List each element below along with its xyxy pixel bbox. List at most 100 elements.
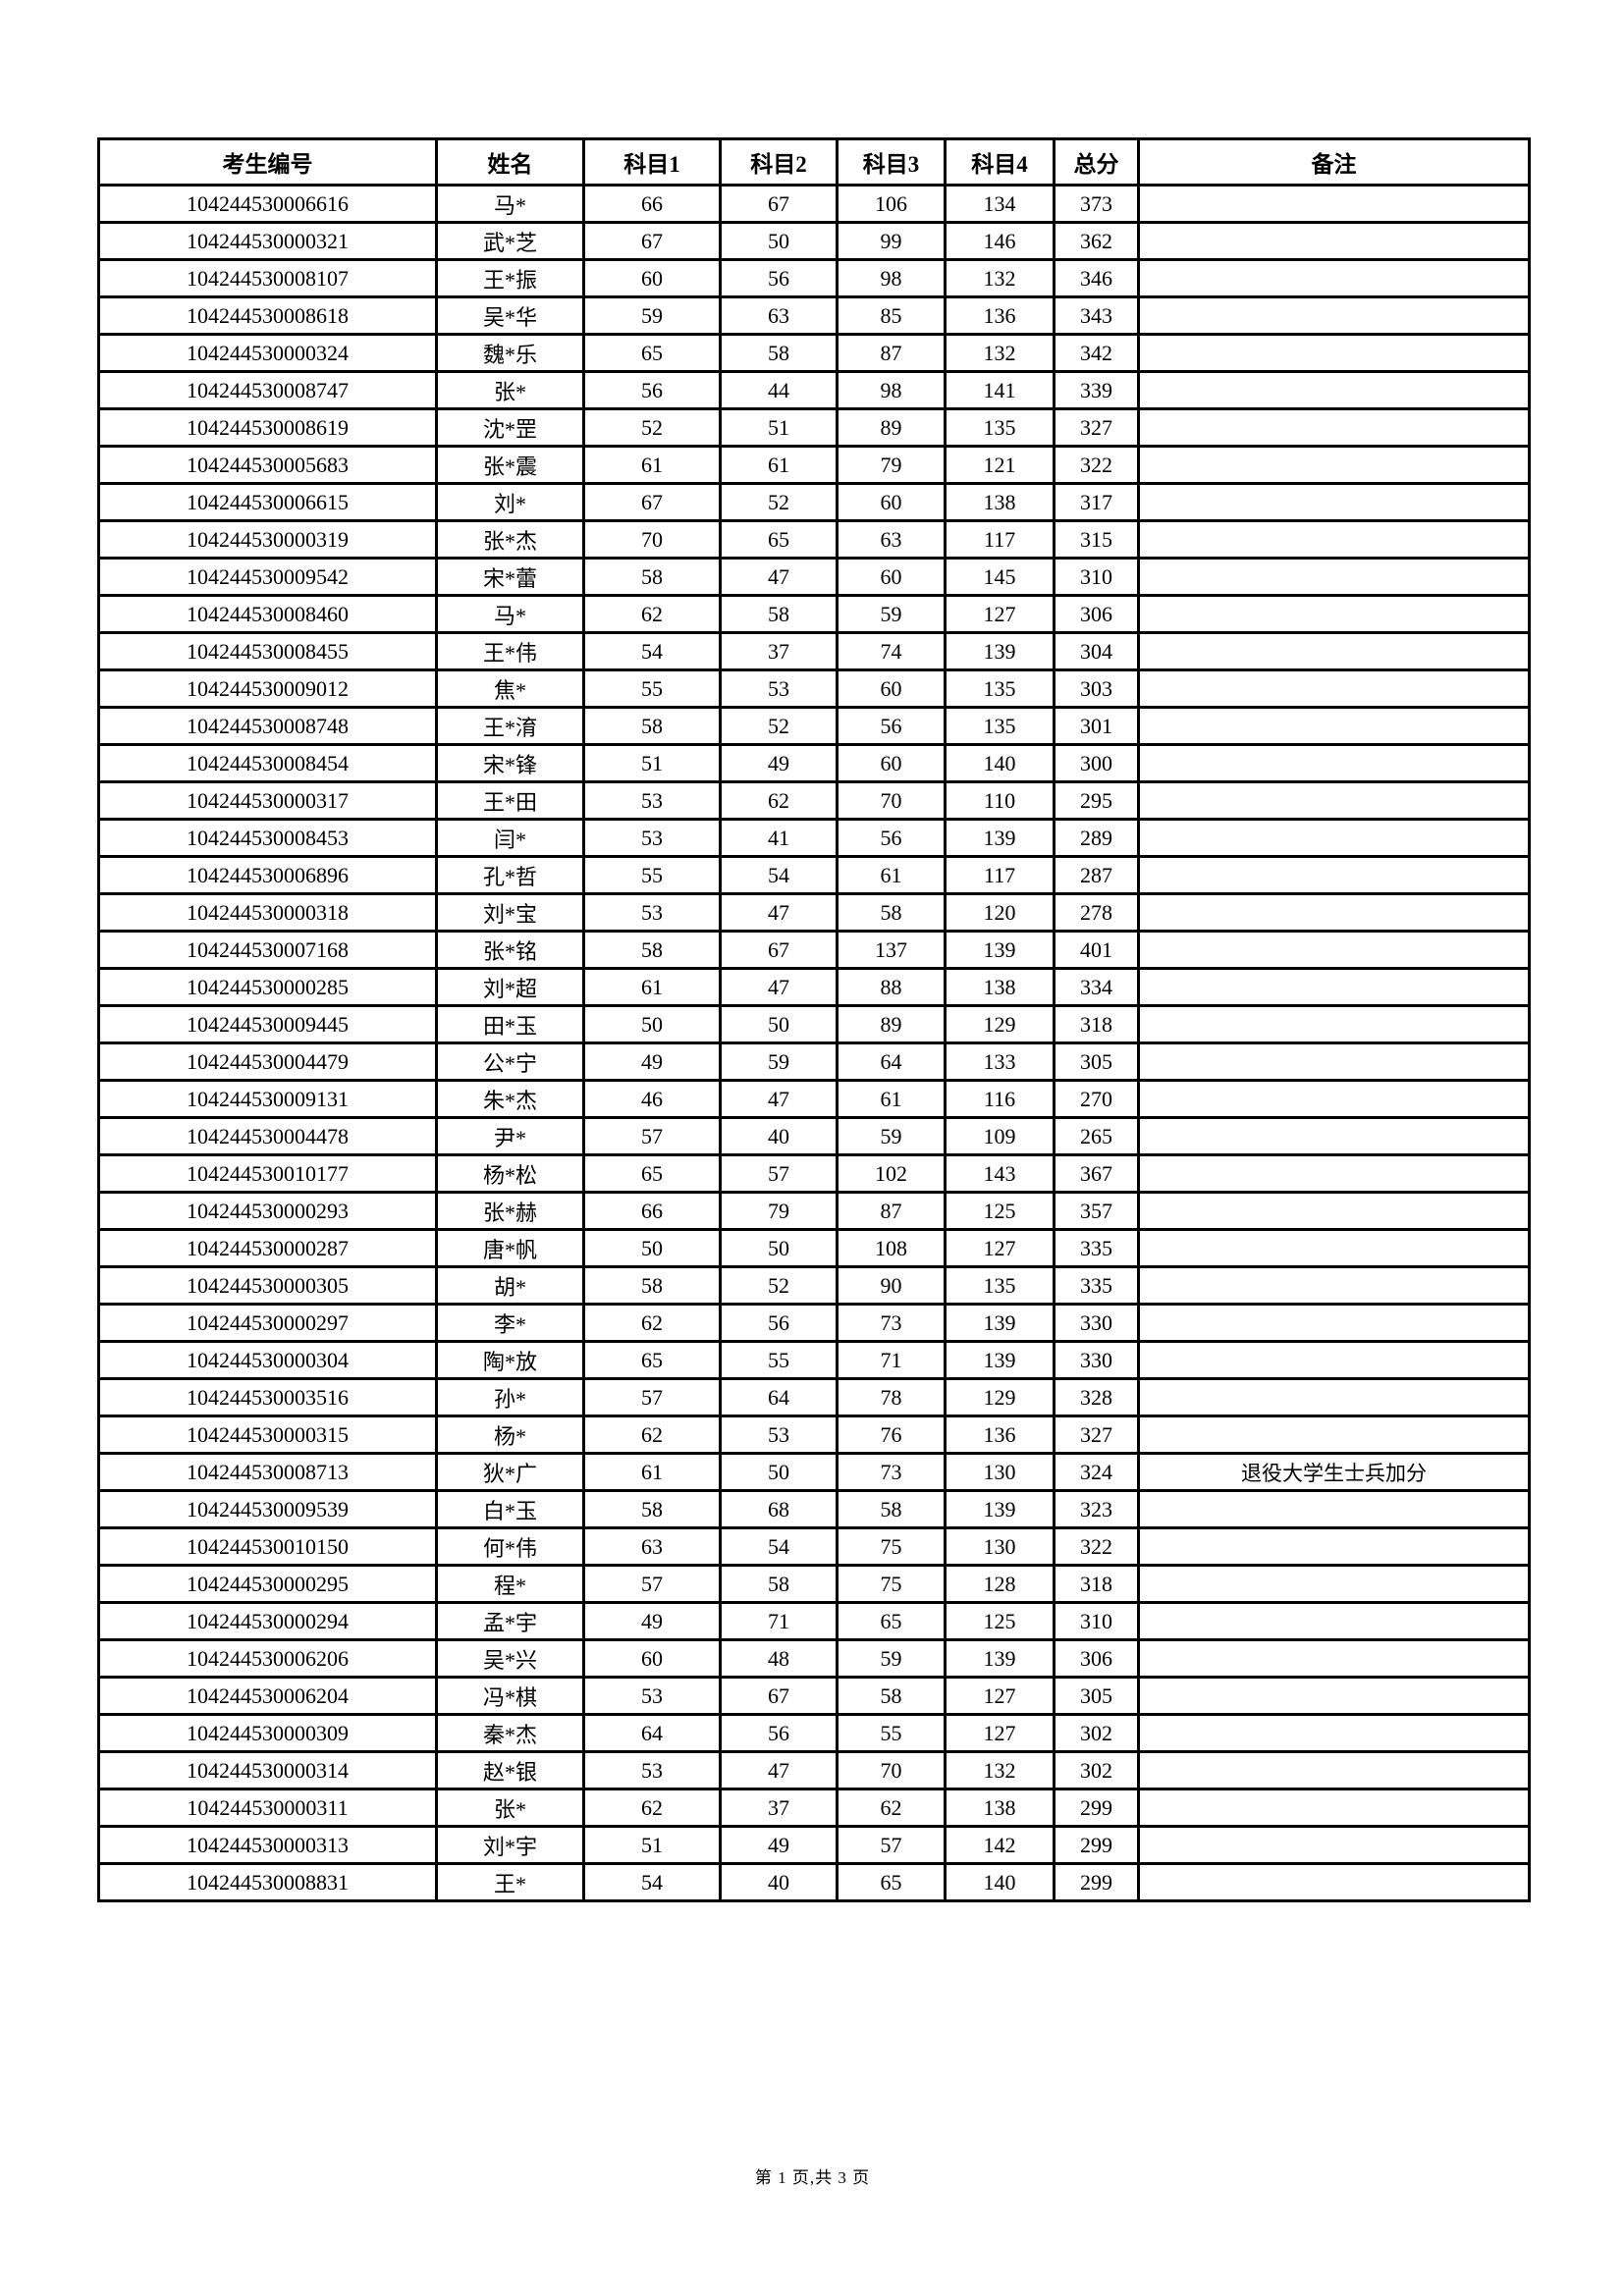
score-table: 考生编号 姓名 科目1 科目2 科目3 科目4 总分 备注 1042445300… bbox=[97, 137, 1531, 1902]
subject1-cell: 61 bbox=[582, 445, 722, 485]
name-cell: 刘*超 bbox=[435, 967, 585, 1007]
subject2-cell: 53 bbox=[719, 1415, 839, 1455]
subject4-cell: 139 bbox=[944, 930, 1056, 970]
subject1-cell: 51 bbox=[582, 1825, 722, 1865]
subject4-cell: 128 bbox=[944, 1564, 1056, 1604]
note-cell bbox=[1137, 519, 1531, 560]
note-cell bbox=[1137, 930, 1531, 970]
subject3-cell: 70 bbox=[836, 780, 947, 821]
subject1-cell: 58 bbox=[582, 557, 722, 597]
subject1-cell: 54 bbox=[582, 1862, 722, 1902]
candidate-id-cell: 104244530000313 bbox=[97, 1825, 438, 1865]
total-cell: 305 bbox=[1053, 1676, 1140, 1716]
candidate-id-cell: 104244530000295 bbox=[97, 1564, 438, 1604]
table-row: 104244530000304 陶*放 65 55 71 139 330 bbox=[97, 1340, 1531, 1380]
table-row: 104244530008713 狄*广 61 50 73 130 324 退役大学生士兵加分 bbox=[97, 1452, 1531, 1492]
subject1-cell: 66 bbox=[582, 184, 722, 224]
subject4-cell: 129 bbox=[944, 1377, 1056, 1417]
table-row: 104244530000315 杨* 62 53 76 136 327 bbox=[97, 1415, 1531, 1455]
total-cell: 302 bbox=[1053, 1750, 1140, 1790]
subject3-cell: 87 bbox=[836, 333, 947, 373]
subject4-cell: 138 bbox=[944, 1788, 1056, 1828]
subject3-cell: 58 bbox=[836, 1489, 947, 1529]
total-cell: 322 bbox=[1053, 1526, 1140, 1567]
table-row: 104244530008454 宋*锋 51 49 60 140 300 bbox=[97, 743, 1531, 783]
subject2-cell: 50 bbox=[719, 1452, 839, 1492]
subject1-cell: 61 bbox=[582, 1452, 722, 1492]
subject1-cell: 55 bbox=[582, 668, 722, 709]
subject1-cell: 49 bbox=[582, 1041, 722, 1082]
candidate-id-cell: 104244530000315 bbox=[97, 1415, 438, 1455]
subject4-cell: 139 bbox=[944, 1303, 1056, 1343]
note-cell bbox=[1137, 295, 1531, 336]
total-cell: 327 bbox=[1053, 407, 1140, 448]
candidate-id-cell: 104244530000324 bbox=[97, 333, 438, 373]
name-cell: 沈*罡 bbox=[435, 407, 585, 448]
table-row: 104244530000285 刘*超 61 47 88 138 334 bbox=[97, 967, 1531, 1007]
note-cell bbox=[1137, 743, 1531, 783]
subject2-cell: 65 bbox=[719, 519, 839, 560]
subject4-cell: 136 bbox=[944, 295, 1056, 336]
subject3-cell: 60 bbox=[836, 482, 947, 522]
subject4-cell: 109 bbox=[944, 1116, 1056, 1156]
subject1-cell: 62 bbox=[582, 1303, 722, 1343]
total-cell: 302 bbox=[1053, 1713, 1140, 1753]
name-cell: 马* bbox=[435, 184, 585, 224]
table-row: 104244530000309 秦*杰 64 56 55 127 302 bbox=[97, 1713, 1531, 1753]
subject3-cell: 106 bbox=[836, 184, 947, 224]
note-cell bbox=[1137, 221, 1531, 261]
subject4-cell: 130 bbox=[944, 1526, 1056, 1567]
note-cell bbox=[1137, 445, 1531, 485]
subject4-cell: 139 bbox=[944, 1638, 1056, 1679]
subject2-cell: 64 bbox=[719, 1377, 839, 1417]
candidate-id-cell: 104244530008107 bbox=[97, 258, 438, 298]
total-cell: 299 bbox=[1053, 1825, 1140, 1865]
subject3-cell: 59 bbox=[836, 1638, 947, 1679]
note-cell bbox=[1137, 333, 1531, 373]
subject3-cell: 108 bbox=[836, 1228, 947, 1268]
subject2-cell: 63 bbox=[719, 295, 839, 336]
subject4-cell: 135 bbox=[944, 668, 1056, 709]
candidate-id-cell: 104244530008453 bbox=[97, 818, 438, 858]
candidate-id-cell: 104244530010177 bbox=[97, 1153, 438, 1194]
subject2-cell: 57 bbox=[719, 1153, 839, 1194]
subject2-cell: 52 bbox=[719, 482, 839, 522]
total-cell: 310 bbox=[1053, 557, 1140, 597]
candidate-id-cell: 104244530000294 bbox=[97, 1601, 438, 1641]
candidate-id-cell: 104244530008713 bbox=[97, 1452, 438, 1492]
column-header-subject1: 科目1 bbox=[582, 137, 722, 187]
subject2-cell: 56 bbox=[719, 1303, 839, 1343]
subject3-cell: 73 bbox=[836, 1303, 947, 1343]
subject2-cell: 52 bbox=[719, 706, 839, 746]
total-cell: 295 bbox=[1053, 780, 1140, 821]
name-cell: 张*铭 bbox=[435, 930, 585, 970]
name-cell: 孙* bbox=[435, 1377, 585, 1417]
candidate-id-cell: 104244530003516 bbox=[97, 1377, 438, 1417]
table-row: 104244530000324 魏*乐 65 58 87 132 342 bbox=[97, 333, 1531, 373]
subject2-cell: 55 bbox=[719, 1340, 839, 1380]
subject4-cell: 132 bbox=[944, 1750, 1056, 1790]
candidate-id-cell: 104244530004478 bbox=[97, 1116, 438, 1156]
subject3-cell: 58 bbox=[836, 892, 947, 933]
subject4-cell: 127 bbox=[944, 1228, 1056, 1268]
table-row: 104244530004478 尹* 57 40 59 109 265 bbox=[97, 1116, 1531, 1156]
name-cell: 吴*华 bbox=[435, 295, 585, 336]
name-cell: 秦*杰 bbox=[435, 1713, 585, 1753]
note-cell bbox=[1137, 1638, 1531, 1679]
subject3-cell: 75 bbox=[836, 1526, 947, 1567]
table-row: 104244530008453 闫* 53 41 56 139 289 bbox=[97, 818, 1531, 858]
subject3-cell: 90 bbox=[836, 1265, 947, 1306]
subject2-cell: 52 bbox=[719, 1265, 839, 1306]
total-cell: 287 bbox=[1053, 855, 1140, 895]
subject4-cell: 110 bbox=[944, 780, 1056, 821]
table-row: 104244530000317 王*田 53 62 70 110 295 bbox=[97, 780, 1531, 821]
subject1-cell: 67 bbox=[582, 482, 722, 522]
subject3-cell: 55 bbox=[836, 1713, 947, 1753]
subject3-cell: 98 bbox=[836, 370, 947, 410]
total-cell: 318 bbox=[1053, 1564, 1140, 1604]
table-row: 104244530009012 焦* 55 53 60 135 303 bbox=[97, 668, 1531, 709]
note-cell bbox=[1137, 1713, 1531, 1753]
table-row: 104244530006616 马* 66 67 106 134 373 bbox=[97, 184, 1531, 224]
subject4-cell: 125 bbox=[944, 1191, 1056, 1231]
note-cell bbox=[1137, 594, 1531, 634]
